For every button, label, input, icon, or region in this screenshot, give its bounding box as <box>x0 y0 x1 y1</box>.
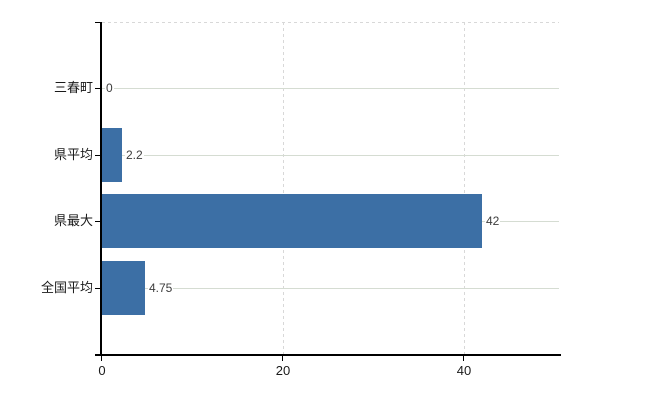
h-gridline <box>102 155 559 156</box>
v-gridline <box>283 22 284 354</box>
y-axis <box>100 22 102 356</box>
value-label: 4.75 <box>148 280 174 296</box>
y-axis-tick <box>95 221 102 222</box>
plot-top-gridline <box>102 22 559 23</box>
y-axis-tick <box>95 288 102 289</box>
y-axis-tick <box>95 88 102 89</box>
category-label: 全国平均 <box>40 280 93 295</box>
x-tick-label: 40 <box>456 363 472 378</box>
value-label: 0 <box>105 80 114 96</box>
x-axis <box>95 354 561 356</box>
category-label: 県最大 <box>53 213 93 228</box>
x-axis-tick <box>463 356 464 361</box>
y-axis-tick <box>95 22 102 23</box>
category-label: 県平均 <box>53 147 93 162</box>
bar <box>102 128 122 182</box>
x-tick-label: 20 <box>275 363 291 378</box>
x-tick-label: 0 <box>98 363 106 378</box>
value-label: 42 <box>485 213 501 229</box>
h-gridline <box>102 88 559 89</box>
value-label: 2.2 <box>125 147 144 163</box>
v-gridline <box>464 22 465 354</box>
h-gridline <box>102 288 559 289</box>
bar <box>102 261 145 315</box>
category-label: 三春町 <box>53 80 93 95</box>
x-axis-tick <box>282 356 283 361</box>
y-axis-tick <box>95 155 102 156</box>
bar <box>102 194 482 248</box>
x-axis-tick <box>101 356 102 361</box>
